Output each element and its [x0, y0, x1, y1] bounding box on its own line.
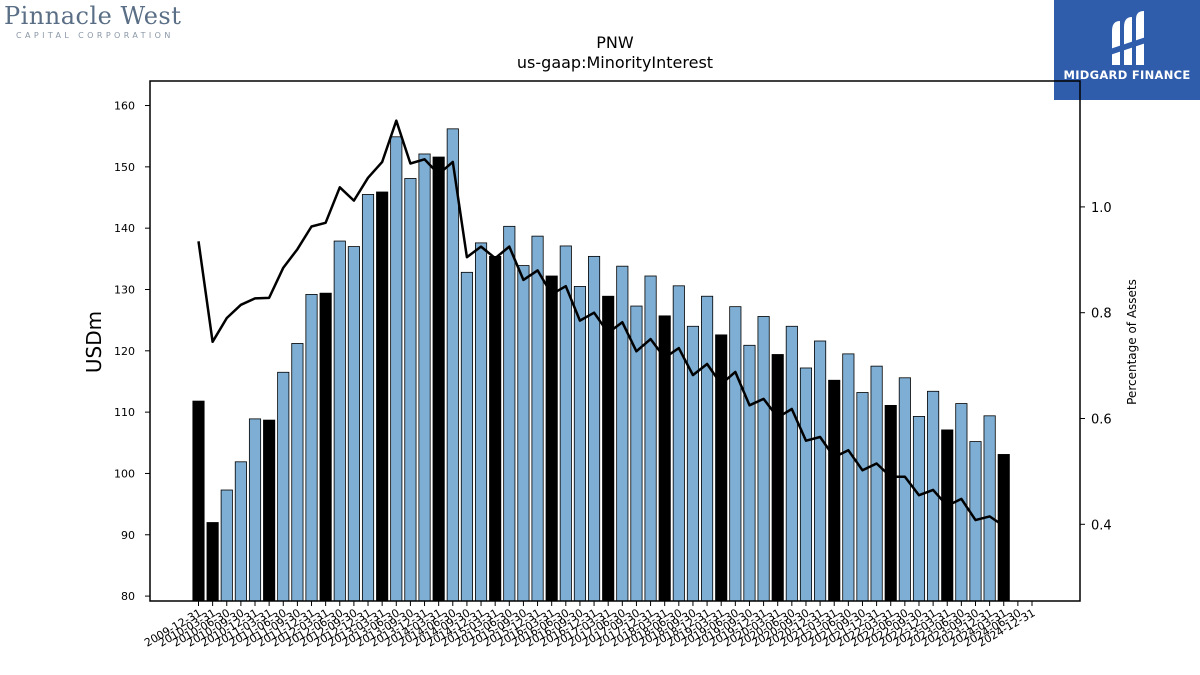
bars-group: [192, 128, 1010, 602]
y-tick-label: 120: [114, 345, 135, 358]
chart-subtitle: us-gaap:MinorityInterest: [517, 53, 713, 72]
y-tick-label: 130: [114, 283, 135, 296]
bar: [347, 246, 360, 602]
bar: [517, 265, 530, 602]
bar: [729, 306, 742, 602]
pinnacle-west-logo: Pinnacle West CAPITAL CORPORATION: [4, 2, 204, 46]
bar: [757, 316, 770, 602]
bar: [220, 489, 233, 602]
y2-tick-label: 1.0: [1091, 201, 1112, 216]
bar: [545, 275, 558, 602]
bar: [446, 128, 459, 602]
bar: [856, 392, 869, 602]
y2-tick-label: 0.4: [1091, 518, 1112, 533]
bar: [644, 275, 657, 602]
y2-tick-label: 0.8: [1091, 307, 1112, 322]
bar: [828, 379, 841, 602]
bar: [559, 245, 572, 602]
y-tick-label: 90: [121, 529, 135, 542]
bar: [192, 400, 205, 602]
bar: [602, 295, 615, 602]
bar: [333, 240, 346, 602]
bar: [799, 367, 813, 602]
bar: [531, 235, 544, 602]
y-tick-label: 160: [114, 100, 135, 113]
bar: [404, 178, 417, 602]
bar: [898, 377, 911, 602]
bar: [418, 153, 431, 602]
axes-group: 80901001101201301401501600.40.60.81.0200…: [114, 80, 1112, 650]
bar: [248, 418, 262, 602]
chart-title: PNW: [596, 33, 634, 52]
bar: [234, 461, 247, 602]
bar: [503, 225, 516, 602]
bar: [319, 292, 332, 602]
bar: [376, 191, 389, 602]
bar: [573, 286, 586, 602]
bar: [842, 353, 855, 602]
bar: [715, 334, 728, 602]
y-tick-label: 110: [114, 406, 135, 419]
bar: [743, 344, 756, 602]
y-tick-label: 100: [114, 467, 135, 480]
bar: [672, 285, 685, 602]
bar: [361, 194, 375, 602]
bar: [206, 522, 219, 602]
bar: [277, 371, 290, 602]
midgard-mark-icon: [1110, 11, 1146, 65]
plot-frame: [149, 80, 1081, 602]
y2-tick-label: 0.6: [1091, 412, 1112, 427]
bar: [771, 354, 784, 602]
midgard-finance-logo: MIDGARD FINANCE: [1054, 0, 1200, 100]
bar: [474, 242, 488, 602]
logo-name: Pinnacle West: [4, 2, 182, 30]
brand-name: MIDGARD FINANCE: [1063, 68, 1191, 82]
bar: [616, 265, 629, 602]
bar: [489, 255, 502, 602]
percentage-line: [197, 119, 1005, 527]
bar: [701, 295, 714, 602]
bar: [870, 365, 883, 602]
bar: [884, 404, 897, 602]
bar: [785, 325, 798, 602]
bar: [814, 340, 827, 602]
bar: [291, 343, 304, 602]
bar: [263, 419, 276, 602]
y-tick-label: 80: [121, 590, 135, 603]
bar: [588, 255, 601, 602]
bar: [460, 271, 473, 602]
bar: [997, 454, 1010, 602]
y-axis-label: USDm: [82, 311, 106, 373]
bar: [912, 416, 926, 602]
logo-subtitle: CAPITAL CORPORATION: [16, 31, 174, 40]
y-tick-label: 150: [114, 161, 135, 174]
bar: [305, 293, 318, 602]
y-tick-label: 140: [114, 222, 135, 235]
bar: [390, 136, 403, 602]
y2-axis-label: Percentage of Assets: [1125, 279, 1139, 405]
bar: [941, 429, 954, 602]
line-group: [197, 119, 1005, 527]
bar: [955, 403, 968, 602]
bar: [983, 415, 996, 602]
bar: [432, 156, 445, 602]
